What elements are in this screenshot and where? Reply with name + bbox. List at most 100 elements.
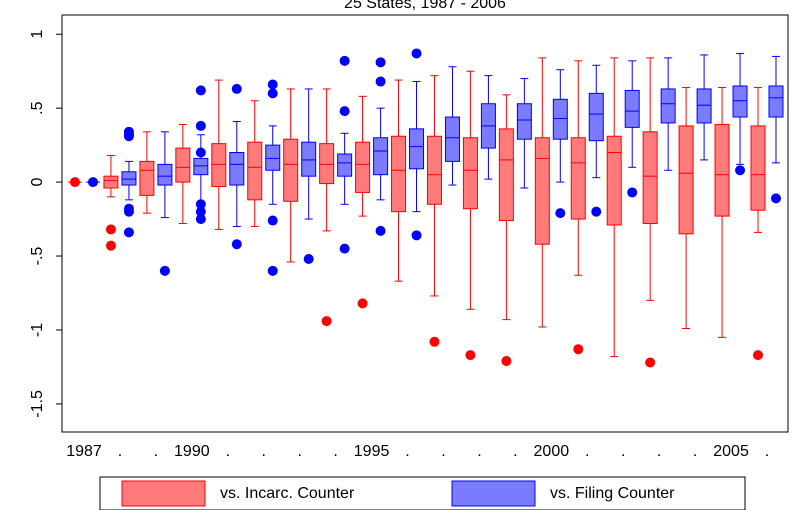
box (175, 147, 191, 183)
x-tick-label: . (297, 443, 301, 460)
outlier (627, 187, 638, 198)
box (139, 160, 155, 196)
outlier (501, 356, 512, 367)
box (103, 175, 119, 189)
x-tick-label: . (513, 443, 517, 460)
outlier (375, 225, 386, 236)
outlier (267, 215, 278, 226)
y-tick-label: 1 (29, 30, 46, 39)
x-tick-label: 1995 (354, 443, 390, 460)
box (193, 157, 209, 176)
box (534, 137, 550, 245)
box (426, 135, 442, 205)
outlier (159, 265, 170, 276)
x-tick-label: 1987 (66, 443, 102, 460)
outlier (231, 239, 242, 250)
x-tick-label: . (262, 443, 266, 460)
box (157, 163, 173, 186)
outlier (70, 177, 80, 188)
box (768, 85, 784, 118)
x-tick-label: . (154, 443, 158, 460)
outlier (303, 253, 314, 264)
box (211, 143, 227, 188)
box (265, 144, 281, 171)
x-tick-label: . (693, 443, 697, 460)
plot-frame (61, 14, 789, 433)
y-tick-label: -1.5 (29, 390, 46, 418)
outlier (339, 106, 350, 117)
outlier (123, 227, 134, 238)
outlier (195, 85, 206, 96)
outlier (645, 357, 656, 368)
box (732, 85, 748, 118)
box (301, 141, 317, 177)
box (516, 103, 532, 140)
legend-frame (99, 476, 746, 510)
outlier (267, 265, 278, 276)
chart-title: 25 States, 1987 - 2006 (344, 0, 506, 12)
outlier (411, 48, 422, 59)
outlier (339, 55, 350, 66)
box (570, 137, 586, 220)
outlier (195, 199, 206, 210)
outlier (267, 79, 278, 90)
x-tick-label: . (657, 443, 661, 460)
box (660, 88, 676, 124)
legend-swatch (451, 480, 536, 507)
box (678, 125, 694, 235)
x-tick-label: . (405, 443, 409, 460)
box (750, 125, 766, 211)
legend-label: vs. Filing Counter (550, 485, 675, 502)
x-tick-label: . (226, 443, 230, 460)
x-tick-label: . (477, 443, 481, 460)
box (319, 143, 335, 185)
box (229, 152, 245, 186)
outlier (123, 206, 134, 217)
box (642, 131, 658, 225)
box (355, 141, 371, 193)
box (121, 171, 137, 186)
y-tick-label: -.5 (29, 247, 46, 266)
outlier (195, 206, 206, 217)
outlier (375, 57, 386, 68)
y-tick-label: -1 (29, 323, 46, 337)
outlier (88, 177, 98, 188)
outlier (267, 88, 278, 99)
box (552, 98, 568, 140)
outlier (195, 147, 206, 158)
outlier (591, 206, 602, 217)
box (498, 128, 514, 222)
outlier (429, 336, 440, 347)
outlier (195, 120, 206, 131)
outlier (753, 350, 763, 361)
x-tick-label: . (621, 443, 625, 460)
outlier (465, 350, 476, 361)
outlier (411, 230, 422, 241)
x-tick-label: . (333, 443, 337, 460)
box (624, 89, 640, 128)
box (247, 141, 263, 201)
outlier (195, 214, 206, 225)
outlier (573, 344, 584, 355)
outlier (231, 83, 242, 94)
outlier (321, 316, 332, 327)
outlier (105, 240, 116, 251)
outlier (375, 76, 386, 87)
y-tick-label: .5 (29, 101, 46, 114)
outlier (555, 208, 566, 219)
box (462, 137, 478, 210)
x-tick-label: 1990 (174, 443, 210, 460)
box (283, 138, 299, 202)
outlier (771, 193, 781, 204)
box (696, 88, 712, 124)
x-tick-label: . (765, 443, 769, 460)
x-tick-label: . (441, 443, 445, 460)
box (606, 135, 622, 226)
x-tick-label: 2000 (534, 443, 570, 460)
legend-swatch (121, 480, 206, 507)
box (409, 128, 425, 170)
outlier (105, 224, 116, 235)
box (337, 153, 353, 177)
